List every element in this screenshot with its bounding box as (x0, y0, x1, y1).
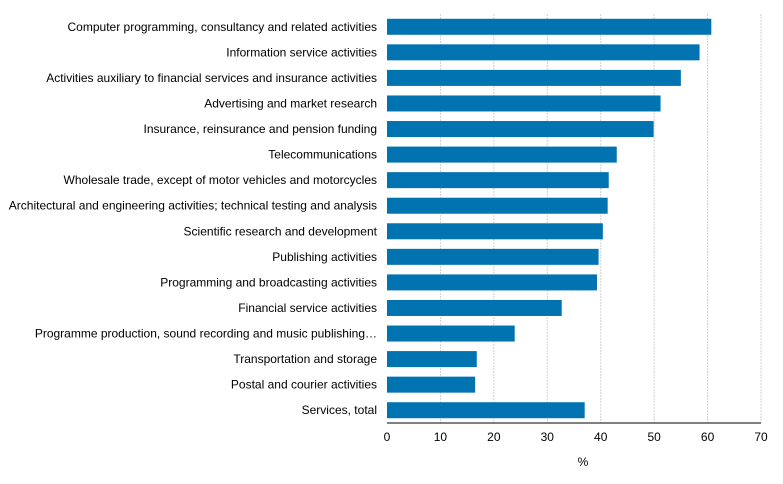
bar (387, 402, 585, 419)
bar (387, 121, 654, 138)
category-label: Postal and courier activities (231, 378, 377, 392)
category-label: Financial service activities (238, 301, 377, 315)
x-tick-labels: 0 10 20 30 40 50 60 70 (384, 430, 768, 444)
bar (387, 248, 599, 265)
category-label: Advertising and market research (204, 96, 377, 110)
category-label: Programme production, sound recording an… (35, 327, 377, 341)
bar (387, 146, 617, 163)
category-label: Information service activities (226, 45, 377, 59)
category-label: Transportation and storage (233, 352, 377, 366)
bar (387, 274, 597, 291)
bar (387, 351, 477, 368)
category-label: Publishing activities (272, 250, 377, 264)
x-tick-label: 30 (541, 430, 555, 444)
x-tick-label: 0 (384, 430, 391, 444)
bar (387, 95, 661, 112)
bar (387, 325, 515, 342)
bars (387, 18, 712, 419)
category-label: Programming and broadcasting activities (160, 275, 377, 289)
category-label: Computer programming, consultancy and re… (68, 20, 377, 34)
bar (387, 299, 562, 316)
x-tick-label: 40 (594, 430, 608, 444)
category-label: Activities auxiliary to financial servic… (46, 71, 377, 85)
x-tick-label: 50 (647, 430, 661, 444)
grid-lines (439, 14, 762, 423)
x-tick-label: 60 (701, 430, 715, 444)
bar (387, 172, 609, 189)
category-label: Services, total (302, 403, 377, 417)
x-tick-label: 20 (487, 430, 501, 444)
x-tick-label: 10 (434, 430, 448, 444)
category-label: Wholesale trade, except of motor vehicle… (64, 173, 377, 187)
category-label: Architectural and engineering activities… (9, 199, 377, 213)
bar (387, 223, 603, 240)
bar (387, 197, 608, 214)
bar (387, 18, 712, 35)
bar (387, 69, 681, 86)
category-label: Scientific research and development (184, 224, 378, 238)
x-axis-label: % (578, 455, 589, 469)
category-labels: Computer programming, consultancy and re… (9, 20, 378, 417)
bar (387, 376, 476, 393)
category-label: Insurance, reinsurance and pension fundi… (144, 122, 378, 136)
x-tick-label: 70 (754, 430, 768, 444)
category-label: Telecommunications (268, 148, 377, 162)
bar (387, 44, 700, 61)
